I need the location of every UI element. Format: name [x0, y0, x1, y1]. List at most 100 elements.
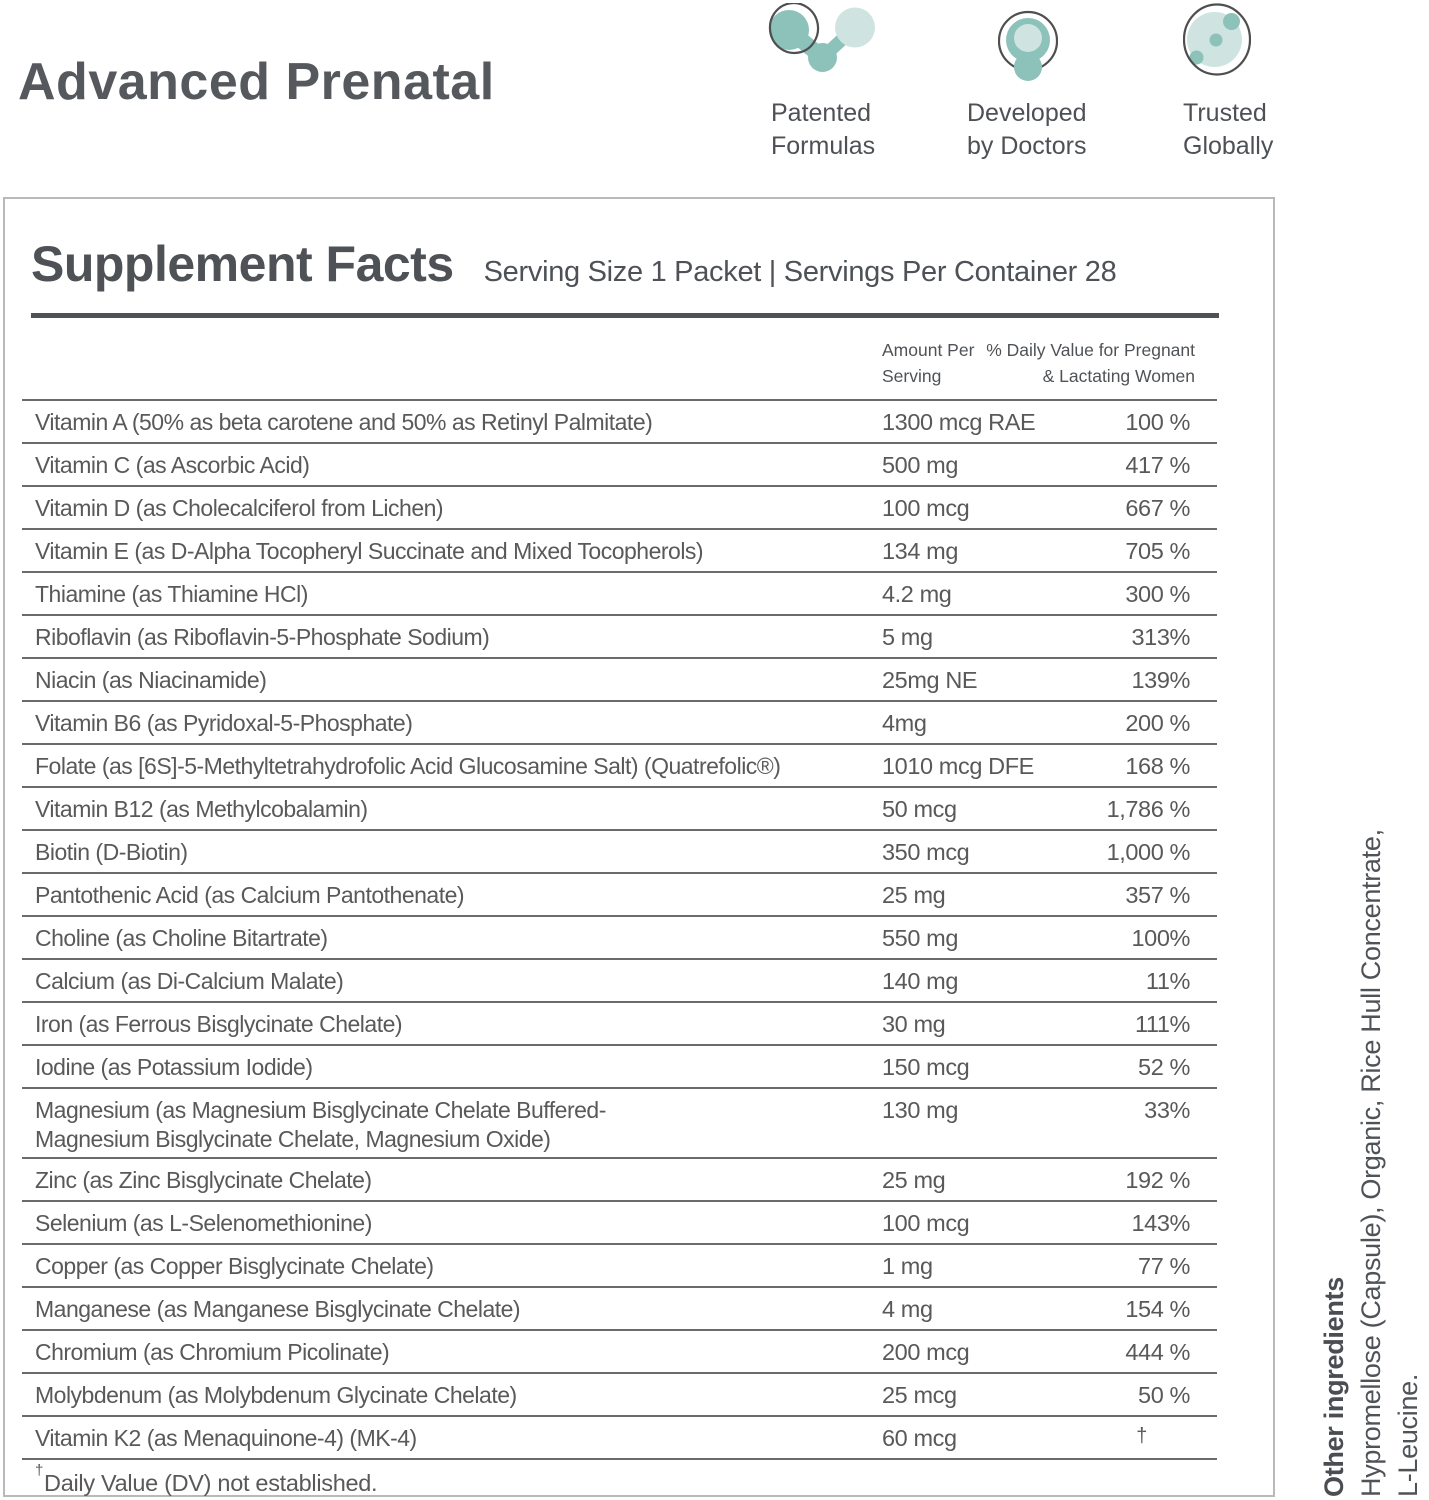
- nutrient-name-cell: Biotin (D-Biotin): [35, 839, 188, 865]
- amount-cell: 4.2 mg: [882, 581, 952, 607]
- amount-cell: 25 mg: [882, 1167, 946, 1193]
- badge-patented-formulas: Patented Formulas: [768, 3, 876, 160]
- nutrient-name-cell: Vitamin B6 (as Pyridoxal-5-Phosphate): [35, 710, 413, 736]
- other-ingredients-text: Hypromellose (Capsule), Organic, Rice Hu…: [1356, 829, 1423, 1497]
- table-row: Vitamin B12 (as Methylcobalamin) 50 mcg 1,…: [22, 786, 1217, 829]
- product-title: Advanced Prenatal: [18, 53, 495, 111]
- daily-value-cell: 33%: [1144, 1097, 1190, 1123]
- table-row: Vitamin B6 (as Pyridoxal-5-Phosphate) 4mg…: [22, 700, 1217, 743]
- dagger-symbol: †: [35, 1462, 44, 1479]
- supplement-facts-title: Supplement Facts: [31, 236, 454, 292]
- amount-cell: 140 mg: [882, 968, 958, 994]
- badge-label: Trusted Globally: [1183, 99, 1274, 160]
- table-row: Choline (as Choline Bitartrate) 550 mg 100…: [22, 915, 1217, 958]
- amount-cell: 550 mg: [882, 925, 958, 951]
- table-row: Niacin (as Niacinamide) 25mg NE 139%: [22, 657, 1217, 700]
- nutrient-name-cell: Iodine (as Potassium Iodide): [35, 1054, 313, 1080]
- nutrient-name-cell: Niacin (as Niacinamide): [35, 667, 267, 693]
- amount-cell: 1010 mcg DFE: [882, 753, 1034, 779]
- daily-value-cell: 444 %: [1125, 1339, 1190, 1365]
- badge-developed-by-doctors: Developed by Doctors: [967, 3, 1087, 160]
- nutrient-table: Vitamin A (50% as beta carotene and 50% …: [22, 399, 1217, 1497]
- table-row: Manganese (as Manganese Bisglycinate Che…: [22, 1286, 1217, 1329]
- daily-value-cell: †: [1136, 1425, 1147, 1447]
- amount-cell: 4 mg: [882, 1296, 933, 1322]
- table-row: Biotin (D-Biotin) 350 mcg 1,000 %: [22, 829, 1217, 872]
- daily-value-cell: 154 %: [1125, 1296, 1190, 1322]
- amount-cell: 50 mcg: [882, 796, 957, 822]
- daily-value-cell: 100 %: [1125, 409, 1190, 435]
- amount-cell: 350 mcg: [882, 839, 970, 865]
- daily-value-cell: 1,000 %: [1106, 839, 1191, 865]
- doctor-icon: [998, 10, 1058, 81]
- nutrient-name-cell: Copper (as Copper Bisglycinate Chelate): [35, 1253, 434, 1279]
- other-ingredients-heading: Other ingredients: [1319, 1277, 1349, 1497]
- daily-value-cell: 667 %: [1125, 495, 1190, 521]
- table-row: Iron (as Ferrous Bisglycinate Chelate) 30…: [22, 1001, 1217, 1044]
- daily-value-cell: 313%: [1131, 624, 1190, 650]
- footnote: †Daily Value (DV) not established.: [22, 1458, 1217, 1497]
- amount-cell: 1 mg: [882, 1253, 933, 1279]
- amount-cell: 25 mcg: [882, 1382, 957, 1408]
- table-row: Folate (as [6S]-5-Methyltetrahydrofolic …: [22, 743, 1217, 786]
- facts-header: Supplement Facts Serving Size 1 Packet |…: [31, 235, 1117, 293]
- nutrient-name-cell: Riboflavin (as Riboflavin-5-Phosphate So…: [35, 624, 490, 650]
- column-header-daily-value: % Daily Value for Pregnant & Lactating W…: [986, 340, 1195, 386]
- table-row: Vitamin C (as Ascorbic Acid) 500 mg 417 %: [22, 442, 1217, 485]
- nutrient-name-cell: Thiamine (as Thiamine HCl): [35, 581, 308, 607]
- molecule-icon: [768, 3, 875, 72]
- nutrient-name-cell: Vitamin K2 (as Menaquinone-4) (MK-4): [35, 1425, 417, 1451]
- table-row: Copper (as Copper Bisglycinate Chelate) 1…: [22, 1243, 1217, 1286]
- nutrient-name-cell: Vitamin A (50% as beta carotene and 50% …: [35, 409, 653, 435]
- daily-value-cell: 357 %: [1125, 882, 1190, 908]
- nutrient-name-cell: Manganese (as Manganese Bisglycinate Che…: [35, 1296, 521, 1322]
- amount-cell: 60 mcg: [882, 1425, 957, 1451]
- amount-cell: 130 mg: [882, 1097, 958, 1123]
- amount-cell: 150 mcg: [882, 1054, 970, 1080]
- daily-value-cell: 168 %: [1125, 753, 1190, 779]
- table-row: Selenium (as L-Selenomethionine) 100 mcg 1…: [22, 1200, 1217, 1243]
- serving-info: Serving Size 1 Packet | Servings Per Con…: [483, 256, 1117, 288]
- nutrient-name-cell: Chromium (as Chromium Picolinate): [35, 1339, 390, 1365]
- table-row: Magnesium (as Magnesium Bisglycinate Che…: [22, 1087, 1217, 1157]
- badge-label: Developed by Doctors: [967, 99, 1087, 160]
- amount-cell: 25mg NE: [882, 667, 978, 693]
- amount-cell: 500 mg: [882, 452, 958, 478]
- nutrient-name-cell: Vitamin B12 (as Methylcobalamin): [35, 796, 368, 822]
- daily-value-cell: 50 %: [1138, 1382, 1190, 1408]
- supplement-facts-panel: Supplement Facts Serving Size 1 Packet |…: [3, 197, 1275, 1497]
- globe-icon: [1183, 3, 1251, 76]
- table-row: Vitamin A (50% as beta carotene and 50% …: [22, 399, 1217, 442]
- amount-cell: 5 mg: [882, 624, 933, 650]
- nutrient-name-cell: Vitamin E (as D-Alpha Tocopheryl Succina…: [35, 538, 704, 564]
- amount-cell: 30 mg: [882, 1011, 946, 1037]
- daily-value-cell: 139%: [1131, 667, 1190, 693]
- table-row: Iodine (as Potassium Iodide) 150 mcg 52 %: [22, 1044, 1217, 1087]
- table-row: Thiamine (as Thiamine HCl) 4.2 mg 300 %: [22, 571, 1217, 614]
- table-row: Molybdenum (as Molybdenum Glycinate Chel…: [22, 1372, 1217, 1415]
- nutrient-name-cell: Folate (as [6S]-5-Methyltetrahydrofolic …: [35, 753, 781, 779]
- nutrient-name-cell: Zinc (as Zinc Bisglycinate Chelate): [35, 1167, 372, 1193]
- nutrient-name-cell: Calcium (as Di-Calcium Malate): [35, 968, 344, 994]
- footnote-text: Daily Value (DV) not established.: [44, 1469, 378, 1496]
- amount-cell: 25 mg: [882, 882, 946, 908]
- table-row: Chromium (as Chromium Picolinate) 200 mcg…: [22, 1329, 1217, 1372]
- badge-label: Patented Formulas: [771, 99, 876, 160]
- amount-cell: 200 mcg: [882, 1339, 970, 1365]
- daily-value-cell: 52 %: [1138, 1054, 1190, 1080]
- daily-value-cell: 77 %: [1138, 1253, 1190, 1279]
- other-ingredients: Other ingredients Hypromellose (Capsule)…: [1316, 639, 1427, 1497]
- nutrient-name-cell: Choline (as Choline Bitartrate): [35, 925, 328, 951]
- nutrient-name-cell: Magnesium (as Magnesium Bisglycinate Che…: [35, 1097, 606, 1152]
- nutrient-name-cell: Molybdenum (as Molybdenum Glycinate Chel…: [35, 1382, 517, 1408]
- table-row: Zinc (as Zinc Bisglycinate Chelate) 25 mg…: [22, 1157, 1217, 1200]
- amount-cell: 1300 mcg RAE: [882, 409, 1036, 435]
- daily-value-cell: 192 %: [1125, 1167, 1190, 1193]
- amount-cell: 134 mg: [882, 538, 958, 564]
- nutrient-rows: Vitamin A (50% as beta carotene and 50% …: [22, 399, 1217, 1458]
- header-rule: [31, 313, 1219, 318]
- amount-cell: 4mg: [882, 710, 927, 736]
- nutrient-name-cell: Pantothenic Acid (as Calcium Pantothenat…: [35, 882, 465, 908]
- amount-cell: 100 mcg: [882, 495, 970, 521]
